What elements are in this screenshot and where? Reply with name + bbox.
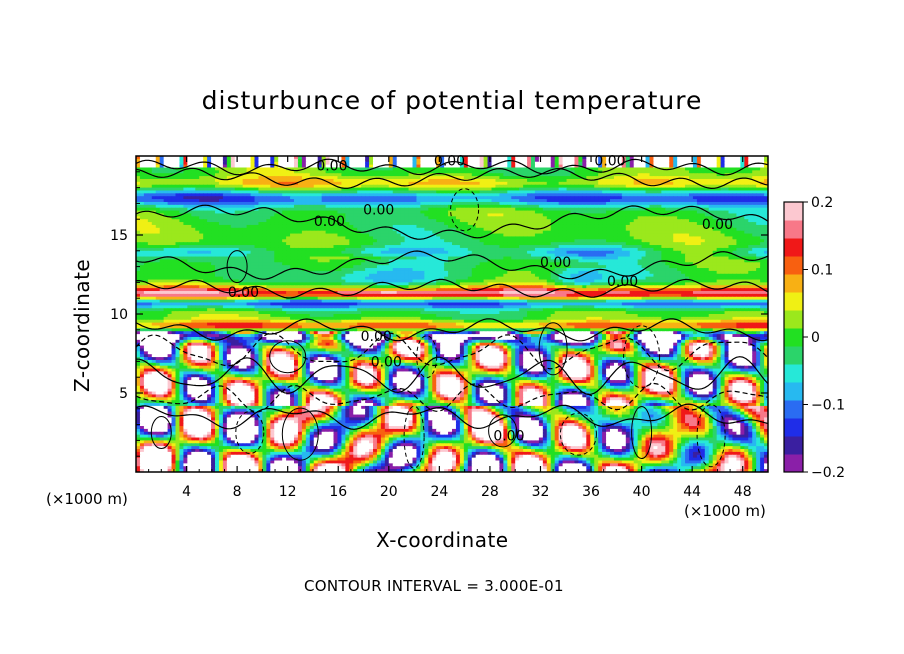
heatmap-field	[136, 156, 769, 473]
